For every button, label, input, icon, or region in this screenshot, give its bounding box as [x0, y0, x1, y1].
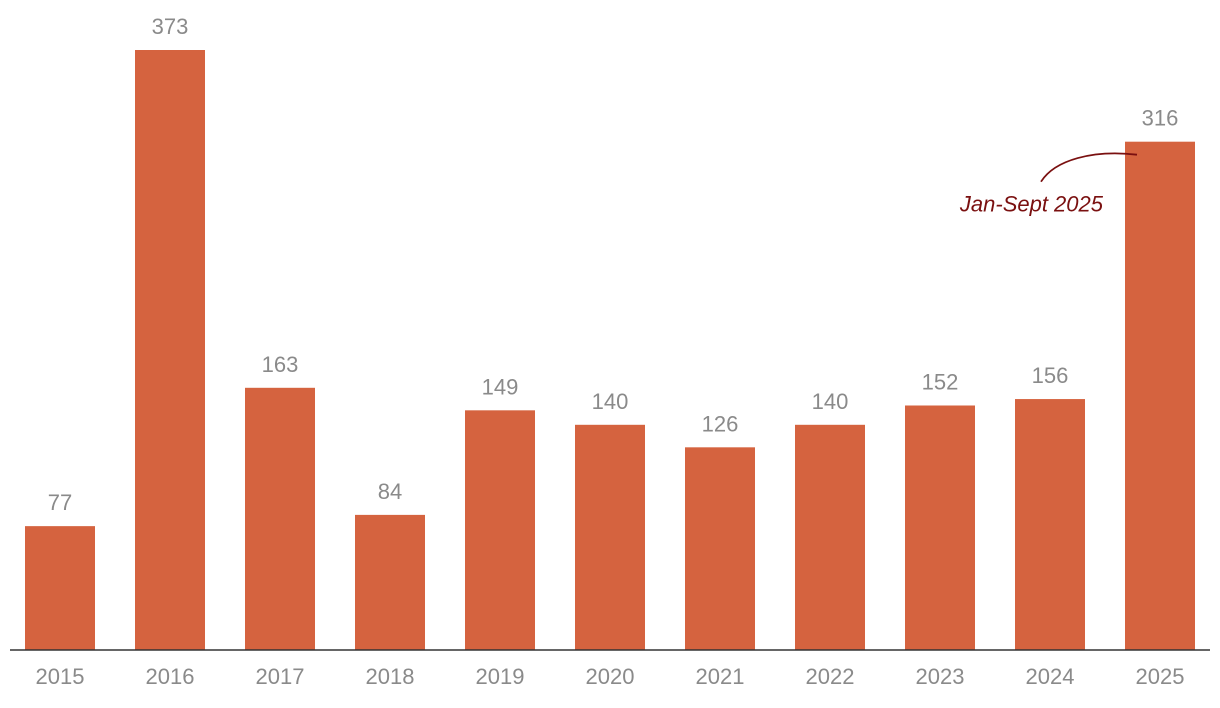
bar-2022 — [795, 424, 865, 650]
value-label-2021: 126 — [702, 411, 739, 436]
bar-2017 — [245, 387, 315, 650]
x-tick-label-2017: 2017 — [256, 664, 305, 689]
value-label-2016: 373 — [152, 14, 189, 39]
x-tick-label-2024: 2024 — [1026, 664, 1075, 689]
x-tick-label-2021: 2021 — [696, 664, 745, 689]
value-label-2015: 77 — [48, 490, 72, 515]
x-tick-label-2015: 2015 — [36, 664, 85, 689]
bar-2023 — [905, 405, 975, 650]
x-tick-label-2020: 2020 — [586, 664, 635, 689]
value-label-2025: 316 — [1142, 106, 1179, 131]
bar-2019 — [465, 410, 535, 650]
value-label-2023: 152 — [922, 369, 959, 394]
annotation-pointer-line — [1040, 152, 1138, 183]
x-tick-label-2016: 2016 — [146, 664, 195, 689]
x-tick-label-2022: 2022 — [806, 664, 855, 689]
bar-2018 — [355, 514, 425, 650]
value-label-2019: 149 — [482, 374, 519, 399]
annotation-label: Jan-Sept 2025 — [959, 192, 1104, 217]
bar-2025 — [1125, 141, 1195, 650]
x-tick-labels-group: 2015 2016 2017 2018 2019 2020 2021 2022 2023 2024… — [36, 664, 1185, 689]
bar-2015 — [25, 526, 95, 650]
value-label-2022: 140 — [812, 389, 849, 414]
x-tick-label-2019: 2019 — [476, 664, 525, 689]
bars-group — [25, 50, 1195, 650]
bar-2024 — [1015, 399, 1085, 650]
value-label-2024: 156 — [1032, 363, 1069, 388]
x-tick-label-2018: 2018 — [366, 664, 415, 689]
bar-2020 — [575, 424, 645, 650]
bar-2016 — [135, 50, 205, 650]
x-tick-label-2023: 2023 — [916, 664, 965, 689]
value-label-2017: 163 — [262, 352, 299, 377]
value-labels-group: 77 373 163 84 149 140 126 140 152 156 316 — [48, 14, 1179, 515]
bar-2021 — [685, 447, 755, 650]
value-label-2018: 84 — [378, 479, 402, 504]
value-label-2020: 140 — [592, 389, 629, 414]
x-tick-label-2025: 2025 — [1136, 664, 1185, 689]
annotation-group: Jan-Sept 2025 — [959, 152, 1138, 217]
